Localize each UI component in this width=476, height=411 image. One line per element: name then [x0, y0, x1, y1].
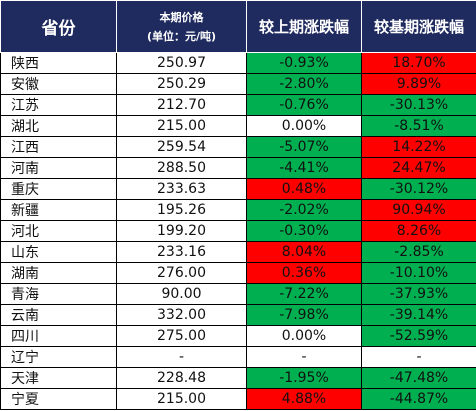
table-row: 河南 288.50 -4.41% 24.47%	[0, 157, 476, 179]
yoy-change-cell: -39.14%	[361, 304, 476, 326]
province-cell: 新疆	[0, 199, 117, 221]
yoy-change-cell: 14.22%	[361, 136, 476, 158]
yoy-change-cell: 9.89%	[361, 73, 476, 95]
province-cell: 辽宁	[0, 346, 117, 368]
price-cell: -	[116, 346, 247, 368]
yoy-change-cell: 8.26%	[361, 220, 476, 242]
price-cell: 215.00	[116, 388, 247, 410]
table-row: 湖南 276.00 0.36% -10.10%	[0, 262, 476, 284]
mom-change-cell: -4.41%	[246, 157, 362, 179]
header-yoy-change: 较基期涨跌幅	[361, 0, 476, 53]
mom-change-cell: 0.00%	[246, 325, 362, 347]
mom-change-cell: -7.22%	[246, 283, 362, 305]
mom-change-cell: -2.80%	[246, 73, 362, 95]
price-cell: 250.29	[116, 73, 247, 95]
province-cell: 四川	[0, 325, 117, 347]
price-cell: 233.63	[116, 178, 247, 200]
province-cell: 宁夏	[0, 388, 117, 410]
header-province: 省份	[0, 0, 117, 53]
province-cell: 安徽	[0, 73, 117, 95]
header-price-unit: (单位：元/吨)	[146, 29, 217, 43]
table-row: 湖北 215.00 0.00% -8.51%	[0, 115, 476, 137]
province-cell: 湖北	[0, 115, 117, 137]
yoy-change-cell: 24.47%	[361, 157, 476, 179]
province-cell: 河南	[0, 157, 117, 179]
price-cell: 332.00	[116, 304, 247, 326]
table-row: 天津 228.48 -1.95% -47.48%	[0, 367, 476, 389]
price-cell: 276.00	[116, 262, 247, 284]
header-price-title: 本期价格	[159, 10, 204, 24]
price-cell: 233.16	[116, 241, 247, 263]
price-cell: 275.00	[116, 325, 247, 347]
province-cell: 陕西	[0, 52, 117, 74]
table-row: 宁夏 215.00 4.88% -44.87%	[0, 388, 476, 410]
mom-change-cell: 0.36%	[246, 262, 362, 284]
mom-change-cell: -0.30%	[246, 220, 362, 242]
price-cell: 195.26	[116, 199, 247, 221]
table-row: 云南 332.00 -7.98% -39.14%	[0, 304, 476, 326]
mom-change-cell: -1.95%	[246, 367, 362, 389]
table-header: 省份 本期价格 (单位：元/吨) 较上期涨跌幅 较基期涨跌幅	[0, 0, 476, 53]
table-row: 安徽 250.29 -2.80% 9.89%	[0, 73, 476, 95]
price-cell: 199.20	[116, 220, 247, 242]
province-cell: 天津	[0, 367, 117, 389]
province-cell: 山东	[0, 241, 117, 263]
mom-change-cell: -	[246, 346, 362, 368]
province-cell: 云南	[0, 304, 117, 326]
table-body: 陕西 250.97 -0.93% 18.70% 安徽 250.29 -2.80% 9.89% 江…	[0, 52, 476, 410]
province-cell: 江苏	[0, 94, 117, 116]
mom-change-cell: 8.04%	[246, 241, 362, 263]
yoy-change-cell: 90.94%	[361, 199, 476, 221]
table-row: 四川 275.00 0.00% -52.59%	[0, 325, 476, 347]
price-cell: 212.70	[116, 94, 247, 116]
province-cell: 河北	[0, 220, 117, 242]
price-cell: 215.00	[116, 115, 247, 137]
table-row: 重庆 233.63 0.48% -30.12%	[0, 178, 476, 200]
yoy-change-cell: -10.10%	[361, 262, 476, 284]
header-mom-change: 较上期涨跌幅	[246, 0, 362, 53]
mom-change-cell: -5.07%	[246, 136, 362, 158]
yoy-change-cell: 18.70%	[361, 52, 476, 74]
table-row: 青海 90.00 -7.22% -37.93%	[0, 283, 476, 305]
price-cell: 90.00	[116, 283, 247, 305]
mom-change-cell: -2.02%	[246, 199, 362, 221]
yoy-change-cell: -47.48%	[361, 367, 476, 389]
province-cell: 青海	[0, 283, 117, 305]
table-row: 新疆 195.26 -2.02% 90.94%	[0, 199, 476, 221]
mom-change-cell: 4.88%	[246, 388, 362, 410]
table-row: 河北 199.20 -0.30% 8.26%	[0, 220, 476, 242]
mom-change-cell: 0.00%	[246, 115, 362, 137]
yoy-change-cell: -2.85%	[361, 241, 476, 263]
yoy-change-cell: -37.93%	[361, 283, 476, 305]
table-row: 江西 259.54 -5.07% 14.22%	[0, 136, 476, 158]
table-row: 辽宁 - - -	[0, 346, 476, 368]
province-cell: 重庆	[0, 178, 117, 200]
price-cell: 228.48	[116, 367, 247, 389]
mom-change-cell: -7.98%	[246, 304, 362, 326]
province-cell: 湖南	[0, 262, 117, 284]
mom-change-cell: 0.48%	[246, 178, 362, 200]
price-cell: 259.54	[116, 136, 247, 158]
price-cell: 288.50	[116, 157, 247, 179]
header-row: 省份 本期价格 (单位：元/吨) 较上期涨跌幅 较基期涨跌幅	[0, 0, 476, 53]
yoy-change-cell: -30.13%	[361, 94, 476, 116]
province-cell: 江西	[0, 136, 117, 158]
mom-change-cell: -0.76%	[246, 94, 362, 116]
mom-change-cell: -0.93%	[246, 52, 362, 74]
yoy-change-cell: -52.59%	[361, 325, 476, 347]
table-row: 江苏 212.70 -0.76% -30.13%	[0, 94, 476, 116]
yoy-change-cell: -44.87%	[361, 388, 476, 410]
table-row: 陕西 250.97 -0.93% 18.70%	[0, 52, 476, 74]
header-price: 本期价格 (单位：元/吨)	[116, 0, 247, 53]
yoy-change-cell: -30.12%	[361, 178, 476, 200]
yoy-change-cell: -	[361, 346, 476, 368]
yoy-change-cell: -8.51%	[361, 115, 476, 137]
table-row: 山东 233.16 8.04% -2.85%	[0, 241, 476, 263]
price-cell: 250.97	[116, 52, 247, 74]
